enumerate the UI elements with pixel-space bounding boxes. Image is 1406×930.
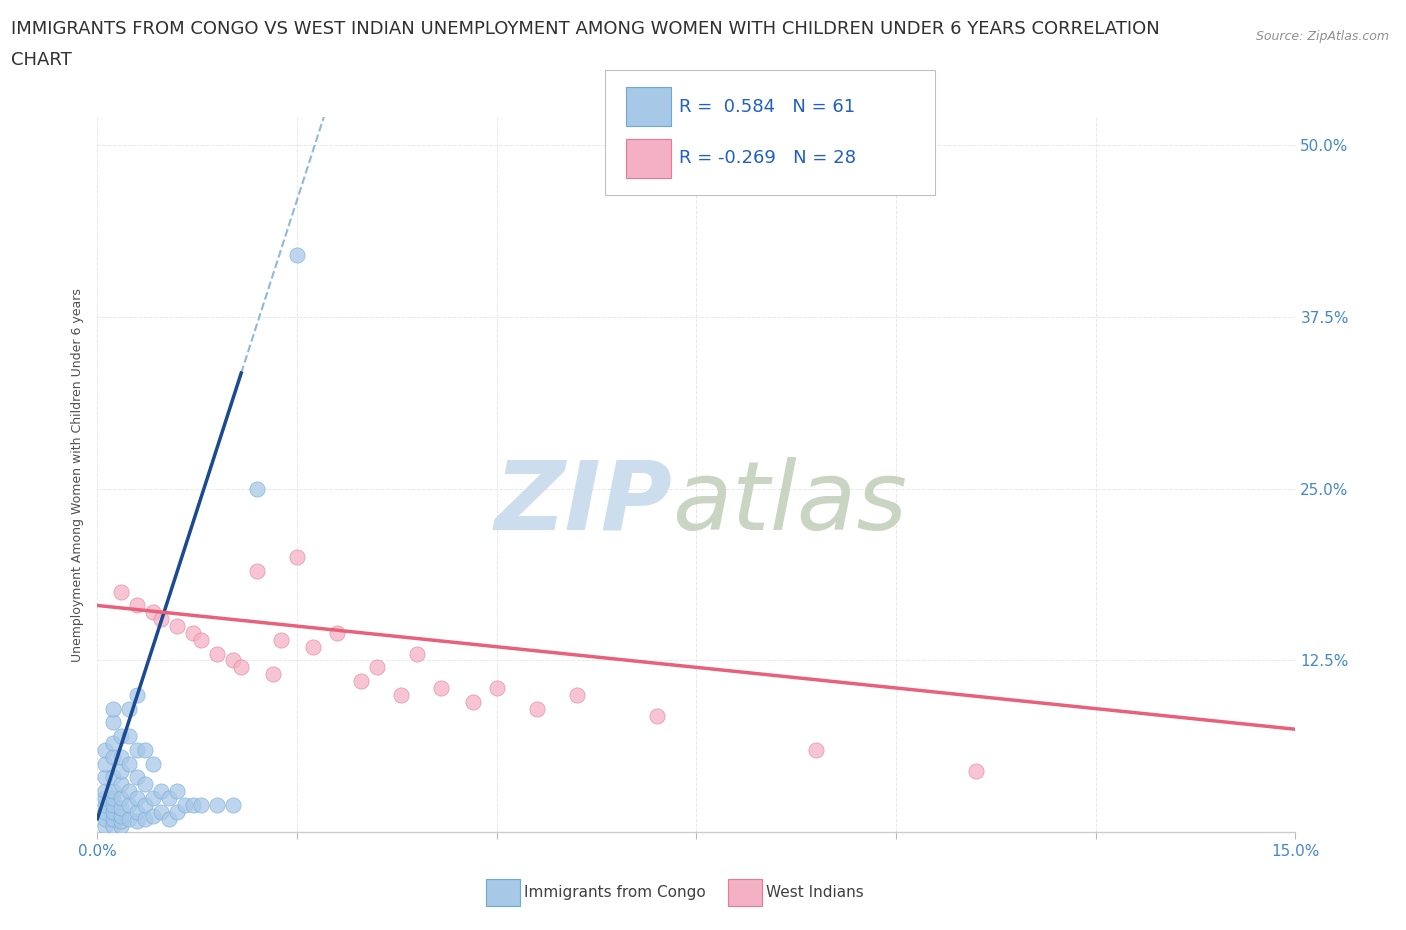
- Point: [110, 790, 132, 805]
- Point: [127, 804, 149, 819]
- Text: IMMIGRANTS FROM CONGO VS WEST INDIAN UNEMPLOYMENT AMONG WOMEN WITH CHILDREN UNDE: IMMIGRANTS FROM CONGO VS WEST INDIAN UNE…: [11, 20, 1160, 38]
- Point: [118, 756, 141, 771]
- Point: [166, 804, 188, 819]
- Text: atlas: atlas: [672, 457, 907, 550]
- Point: [110, 818, 132, 833]
- Point: [222, 797, 245, 812]
- Point: [118, 701, 141, 716]
- Point: [142, 756, 165, 771]
- Point: [134, 742, 156, 757]
- Point: [110, 729, 132, 744]
- Point: [142, 790, 165, 805]
- Point: [103, 770, 125, 785]
- Point: [207, 797, 229, 812]
- Point: [127, 687, 149, 702]
- Point: [103, 736, 125, 751]
- Point: [350, 673, 373, 688]
- Point: [326, 626, 349, 641]
- Point: [118, 811, 141, 826]
- Point: [127, 742, 149, 757]
- Point: [94, 804, 117, 819]
- Y-axis label: Unemployment Among Women with Children Under 6 years: Unemployment Among Women with Children U…: [72, 288, 84, 662]
- Point: [430, 681, 453, 696]
- Point: [485, 681, 508, 696]
- Point: [110, 750, 132, 764]
- Text: R =  0.584   N = 61: R = 0.584 N = 61: [679, 98, 855, 116]
- Point: [285, 247, 308, 262]
- Point: [103, 750, 125, 764]
- Text: Source: ZipAtlas.com: Source: ZipAtlas.com: [1256, 30, 1389, 43]
- Point: [110, 584, 132, 599]
- Point: [94, 742, 117, 757]
- Point: [150, 804, 173, 819]
- Text: R = -0.269   N = 28: R = -0.269 N = 28: [679, 149, 856, 167]
- Point: [806, 742, 828, 757]
- Point: [118, 784, 141, 799]
- Point: [110, 814, 132, 829]
- Point: [246, 481, 269, 496]
- Point: [103, 811, 125, 826]
- Point: [142, 808, 165, 823]
- Text: West Indians: West Indians: [766, 884, 865, 900]
- Point: [965, 764, 987, 778]
- Point: [118, 729, 141, 744]
- Point: [285, 550, 308, 565]
- Point: [127, 790, 149, 805]
- Point: [103, 701, 125, 716]
- Point: [645, 708, 668, 723]
- Point: [207, 646, 229, 661]
- Point: [222, 653, 245, 668]
- Point: [103, 818, 125, 833]
- Point: [181, 626, 204, 641]
- Point: [118, 797, 141, 812]
- Point: [94, 756, 117, 771]
- Point: [110, 808, 132, 823]
- Point: [150, 784, 173, 799]
- Text: Immigrants from Congo: Immigrants from Congo: [524, 884, 706, 900]
- Point: [110, 777, 132, 791]
- Point: [94, 784, 117, 799]
- Text: ZIP: ZIP: [495, 457, 672, 550]
- Point: [190, 797, 212, 812]
- Point: [103, 797, 125, 812]
- Point: [174, 797, 197, 812]
- Point: [94, 770, 117, 785]
- Point: [461, 695, 484, 710]
- Point: [565, 687, 588, 702]
- Point: [142, 604, 165, 619]
- Point: [134, 797, 156, 812]
- Point: [127, 770, 149, 785]
- Point: [389, 687, 412, 702]
- Point: [103, 715, 125, 730]
- Point: [134, 777, 156, 791]
- Point: [134, 811, 156, 826]
- Point: [103, 804, 125, 819]
- Point: [166, 784, 188, 799]
- Point: [94, 797, 117, 812]
- Point: [231, 660, 253, 675]
- Point: [366, 660, 388, 675]
- Point: [157, 811, 180, 826]
- Point: [262, 667, 284, 682]
- Point: [94, 818, 117, 833]
- Point: [246, 564, 269, 578]
- Point: [157, 790, 180, 805]
- Point: [190, 632, 212, 647]
- Text: CHART: CHART: [11, 51, 72, 69]
- Point: [302, 639, 325, 654]
- Point: [94, 811, 117, 826]
- Point: [270, 632, 292, 647]
- Point: [127, 598, 149, 613]
- Point: [110, 764, 132, 778]
- Point: [103, 790, 125, 805]
- Point: [110, 800, 132, 815]
- Point: [181, 797, 204, 812]
- Point: [166, 618, 188, 633]
- Point: [526, 701, 548, 716]
- Point: [94, 790, 117, 805]
- Point: [150, 612, 173, 627]
- Point: [406, 646, 429, 661]
- Point: [127, 814, 149, 829]
- Point: [103, 784, 125, 799]
